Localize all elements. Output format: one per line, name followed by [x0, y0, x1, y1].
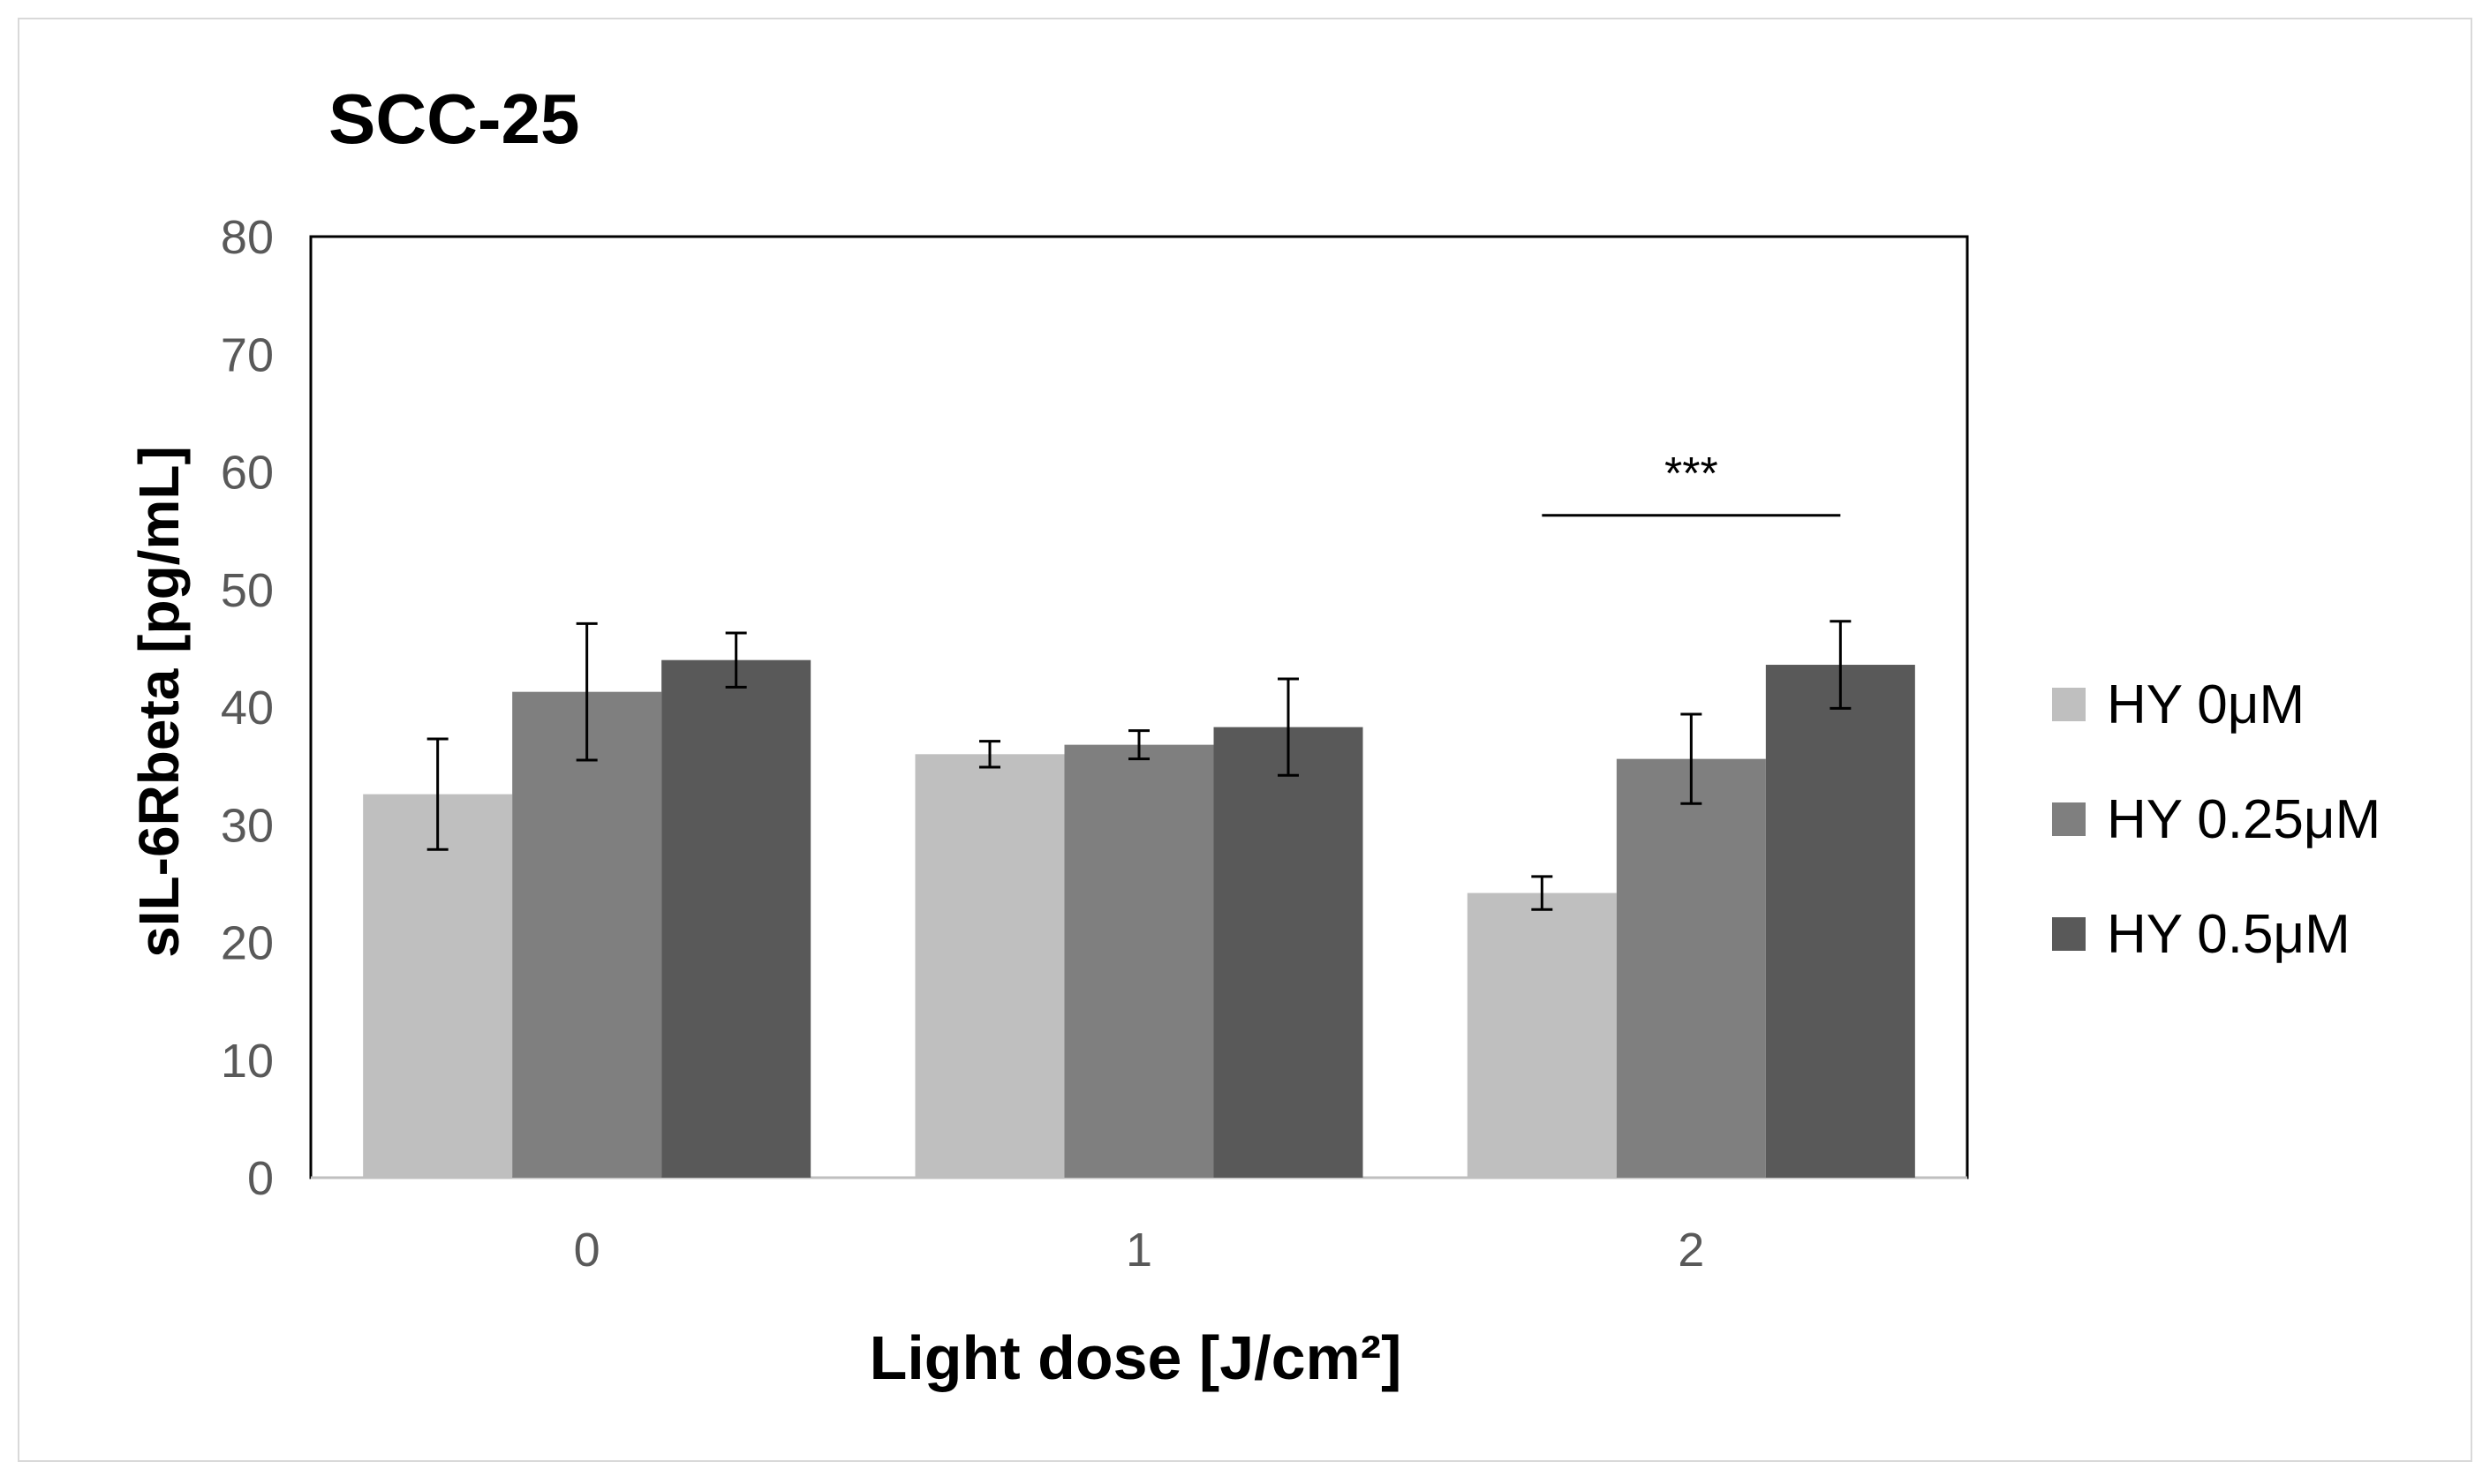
error-bar: [1531, 875, 1553, 911]
bar: [1064, 744, 1214, 1178]
bar: [1213, 727, 1363, 1178]
error-bar: [1830, 620, 1852, 710]
chart-frame: SCC-25 sIL-6Rbeta [pg/mL] Light dose [J/…: [18, 18, 2472, 1462]
legend-label: HY 0.25μM: [2107, 789, 2381, 850]
legend-swatch: [2052, 688, 2086, 721]
y-tick-label: 10: [221, 1035, 274, 1088]
error-bar: [576, 621, 598, 762]
axis-layer: 0 10 20 30 40 50 60 70 80 0 1 2: [221, 211, 1969, 1277]
error-bar: [979, 740, 1000, 769]
bar: [915, 754, 1065, 1178]
bar: [661, 659, 811, 1178]
y-tick-label: 30: [221, 799, 274, 852]
legend-label: HY 0.5μM: [2107, 904, 2350, 965]
legend-item: HY 0.5μM: [2052, 904, 2350, 965]
legend-swatch: [2052, 802, 2086, 836]
legend-swatch: [2052, 917, 2086, 951]
y-tick-label: 40: [221, 682, 274, 734]
error-bar: [426, 737, 449, 851]
bar: [1765, 665, 1915, 1178]
error-bar: [725, 631, 747, 689]
bar: [1467, 893, 1617, 1178]
y-tick-label: 70: [221, 328, 274, 381]
error-bar: [1278, 677, 1299, 777]
y-tick-label: 80: [221, 211, 274, 264]
x-tick-label: 2: [1678, 1224, 1704, 1277]
legend-item: HY 0μM: [2052, 674, 2305, 735]
bar: [363, 794, 513, 1178]
y-tick-label: 0: [247, 1152, 274, 1205]
legend-item: HY 0.25μM: [2052, 789, 2381, 850]
x-tick-label: 1: [1126, 1224, 1152, 1277]
y-tick-label: 60: [221, 447, 274, 500]
bar: [1616, 758, 1766, 1178]
legend-label: HY 0μM: [2107, 674, 2305, 735]
chart-title: SCC-25: [328, 79, 580, 158]
y-tick-label: 20: [221, 917, 274, 970]
bar-chart: SCC-25 sIL-6Rbeta [pg/mL] Light dose [J/…: [127, 79, 2381, 1392]
significance-stars: ***: [1664, 448, 1718, 500]
y-tick-label: 50: [221, 564, 274, 617]
error-bar: [1680, 712, 1702, 805]
bar: [512, 691, 662, 1178]
x-tick-label: 0: [574, 1224, 600, 1277]
x-axis-label: Light dose [J/cm²]: [870, 1323, 1402, 1392]
y-axis-label: sIL-6Rbeta [pg/mL]: [127, 446, 191, 958]
bars-layer: ***: [363, 448, 1915, 1178]
legend: HY 0μM HY 0.25μM HY 0.5μM: [2052, 674, 2381, 965]
error-bar: [1128, 729, 1150, 761]
